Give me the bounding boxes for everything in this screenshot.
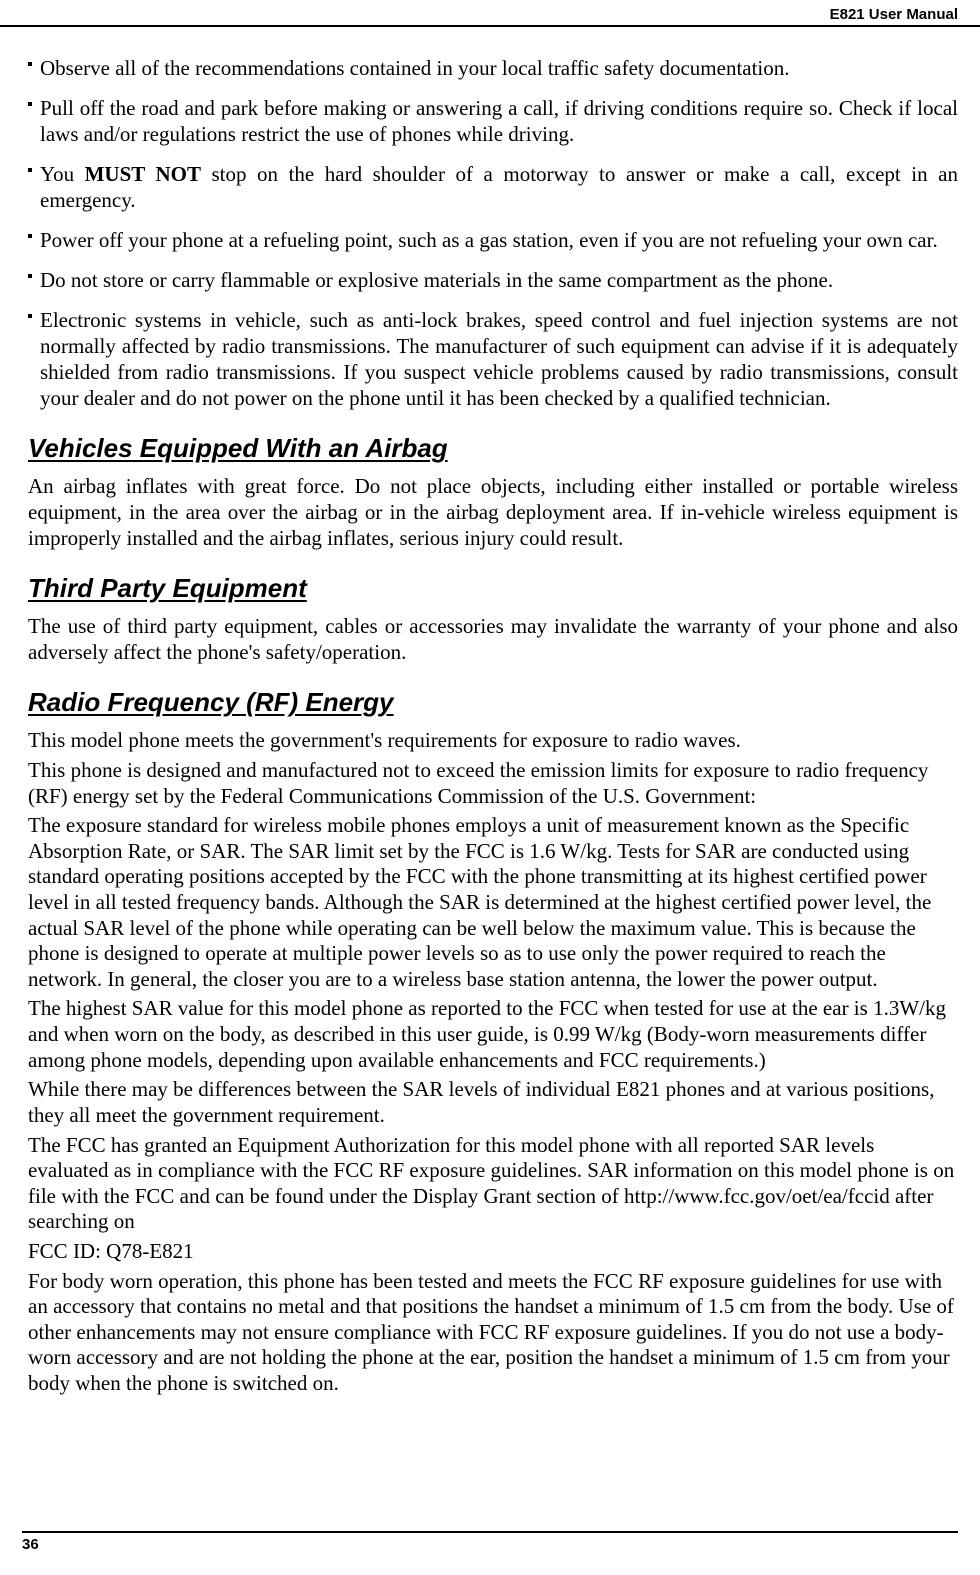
airbag-section: Vehicles Equipped With an Airbag An airb…: [28, 433, 958, 551]
bullet-icon: [28, 102, 32, 106]
rf-paragraph: The highest SAR value for this model pho…: [28, 996, 958, 1073]
list-item-text: Pull off the road and park before making…: [40, 95, 958, 147]
safety-list: Observe all of the recommendations conta…: [28, 55, 958, 411]
bullet-icon: [28, 168, 32, 172]
bullet-icon: [28, 274, 32, 278]
list-item: Electronic systems in vehicle, such as a…: [28, 307, 958, 411]
must-not-emphasis: MUST NOT: [85, 162, 201, 186]
page-header: E821 User Manual: [0, 0, 980, 27]
list-item-text: Power off your phone at a refueling poin…: [40, 227, 958, 253]
list-item: Power off your phone at a refueling poin…: [28, 227, 958, 253]
rf-paragraph: The FCC has granted an Equipment Authori…: [28, 1133, 958, 1235]
rf-paragraph: For body worn operation, this phone has …: [28, 1269, 958, 1397]
rf-heading: Radio Frequency (RF) Energy: [28, 687, 958, 718]
bullet-icon: [28, 314, 32, 318]
third-party-section: Third Party Equipment The use of third p…: [28, 573, 958, 665]
page-content: Observe all of the recommendations conta…: [0, 27, 980, 1397]
rf-paragraph: The exposure standard for wireless mobil…: [28, 813, 958, 992]
third-party-paragraph: The use of third party equipment, cables…: [28, 614, 958, 665]
page-number: 36: [22, 1536, 39, 1553]
header-title: E821 User Manual: [830, 6, 958, 23]
list-item-text: Do not store or carry flammable or explo…: [40, 267, 958, 293]
airbag-paragraph: An airbag inflates with great force. Do …: [28, 474, 958, 551]
list-item: Observe all of the recommendations conta…: [28, 55, 958, 81]
list-item-text: Observe all of the recommendations conta…: [40, 55, 958, 81]
airbag-heading: Vehicles Equipped With an Airbag: [28, 433, 958, 464]
bullet-icon: [28, 62, 32, 66]
third-party-heading: Third Party Equipment: [28, 573, 958, 604]
page-footer: 36: [22, 1531, 958, 1553]
bullet-icon: [28, 234, 32, 238]
list-item-text: Electronic systems in vehicle, such as a…: [40, 307, 958, 411]
list-item: Pull off the road and park before making…: [28, 95, 958, 147]
rf-paragraph: FCC ID: Q78-E821: [28, 1239, 958, 1265]
rf-paragraph: This model phone meets the government's …: [28, 728, 958, 754]
list-item-text: You MUST NOT stop on the hard shoulder o…: [40, 161, 958, 213]
list-item: Do not store or carry flammable or explo…: [28, 267, 958, 293]
rf-section: Radio Frequency (RF) Energy This model p…: [28, 687, 958, 1396]
rf-paragraph: This phone is designed and manufactured …: [28, 758, 958, 809]
rf-paragraph: While there may be differences between t…: [28, 1077, 958, 1128]
text-prefix: You: [40, 162, 85, 186]
list-item: You MUST NOT stop on the hard shoulder o…: [28, 161, 958, 213]
